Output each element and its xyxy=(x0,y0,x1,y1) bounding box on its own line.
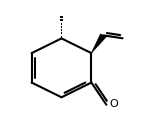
Text: O: O xyxy=(109,99,118,109)
Polygon shape xyxy=(91,34,106,53)
